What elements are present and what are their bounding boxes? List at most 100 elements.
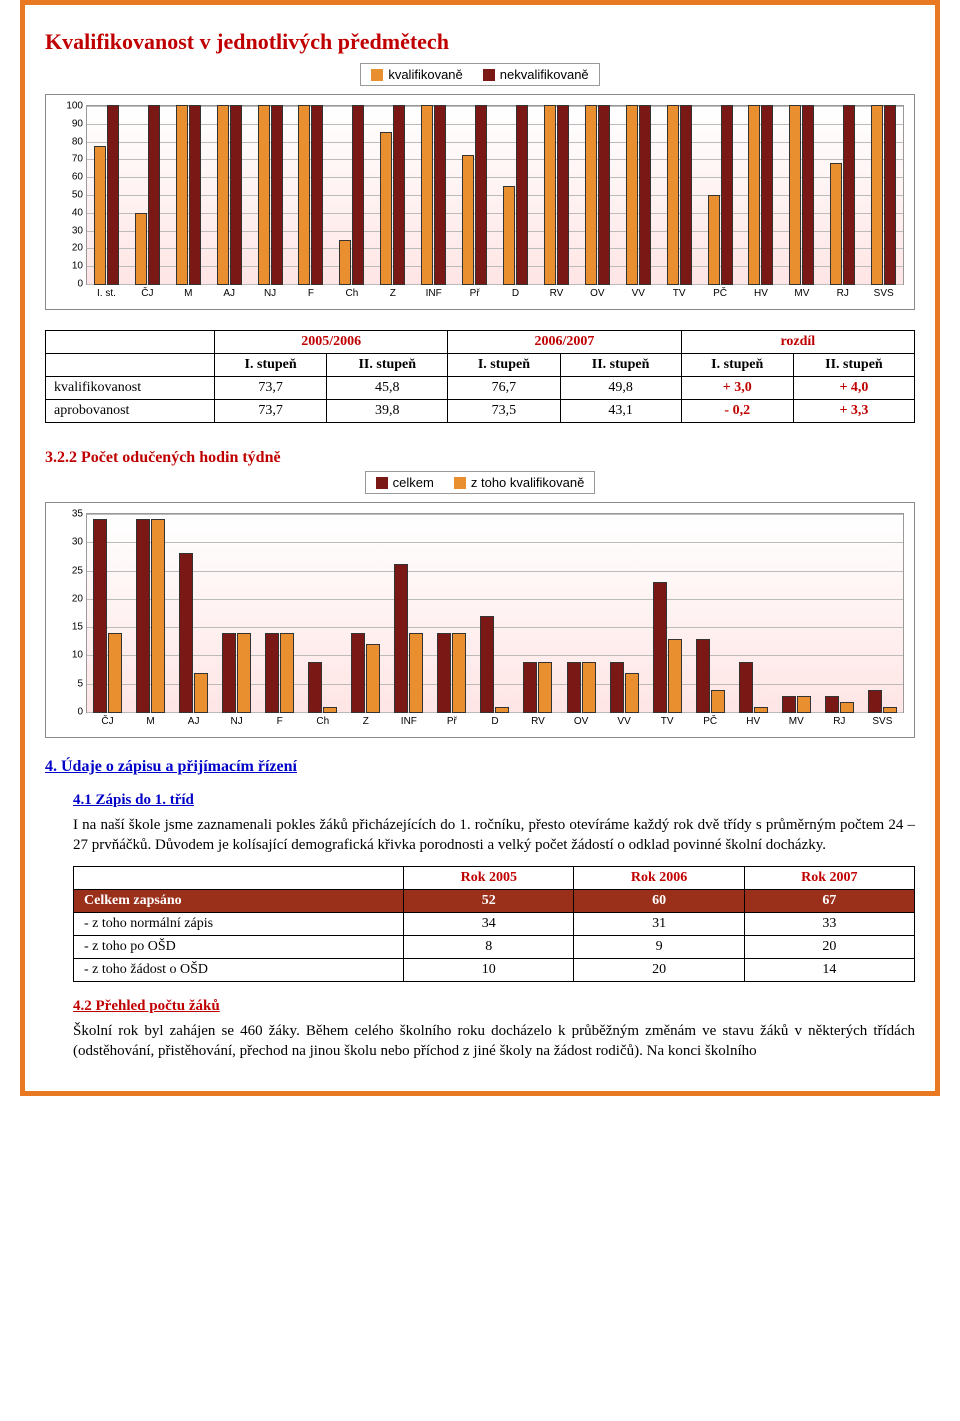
x-tick-label: SVS bbox=[861, 713, 904, 733]
bar-group bbox=[86, 513, 129, 713]
chart2-container: 05101520253035 ČJMAJNJFChZINFPřDRVOVVVTV… bbox=[45, 502, 915, 738]
x-tick-label: RV bbox=[536, 285, 577, 305]
bar bbox=[280, 633, 294, 713]
bar bbox=[653, 582, 667, 713]
table-row: aprobovanost73,739,873,543,1- 0,2+ 3,3 bbox=[46, 400, 915, 423]
bar-group bbox=[863, 105, 904, 285]
table-row: - z toho normální zápis343133 bbox=[74, 912, 915, 935]
x-tick-label: I. st. bbox=[86, 285, 127, 305]
cell-header: rozdíl bbox=[681, 331, 914, 354]
cell-value: 45,8 bbox=[327, 377, 448, 400]
bar-group bbox=[209, 105, 250, 285]
bar-group bbox=[646, 513, 689, 713]
bar bbox=[107, 105, 119, 285]
bar-group bbox=[577, 105, 618, 285]
cell-value: + 3,3 bbox=[793, 400, 914, 423]
bar bbox=[421, 105, 433, 285]
section4-heading: 4. Údaje o zápisu a přijímacím řízení bbox=[45, 758, 915, 776]
bar-group bbox=[741, 105, 782, 285]
cell-value: 52 bbox=[404, 889, 574, 912]
bar-group bbox=[172, 513, 215, 713]
bar bbox=[308, 662, 322, 713]
cell-value: 31 bbox=[574, 912, 744, 935]
y-tick-label: 0 bbox=[57, 707, 83, 718]
bar bbox=[625, 673, 639, 713]
cell-value: 34 bbox=[404, 912, 574, 935]
chart1-title: Kvalifikovanost v jednotlivých předmětec… bbox=[45, 29, 915, 55]
x-tick-label: SVS bbox=[863, 285, 904, 305]
bar-group bbox=[86, 105, 127, 285]
bar-group bbox=[215, 513, 258, 713]
cell-value: 20 bbox=[744, 935, 914, 958]
section4-2-heading: 4.2 Přehled počtu žáků bbox=[73, 998, 915, 1015]
y-tick-label: 10 bbox=[57, 261, 83, 272]
x-tick-label: MV bbox=[775, 713, 818, 733]
bar bbox=[610, 662, 624, 713]
legend-label: kvalifikovaně bbox=[388, 67, 462, 82]
bar bbox=[179, 553, 193, 713]
bar-group bbox=[129, 513, 172, 713]
bar bbox=[176, 105, 188, 285]
bar bbox=[230, 105, 242, 285]
bar bbox=[516, 105, 528, 285]
cell-value: 67 bbox=[744, 889, 914, 912]
cell-header: II. stupeň bbox=[327, 354, 448, 377]
bar-group bbox=[495, 105, 536, 285]
y-tick-label: 5 bbox=[57, 678, 83, 689]
cell-header: I. stupeň bbox=[681, 354, 793, 377]
swatch-kvalif bbox=[371, 69, 383, 81]
bar bbox=[797, 696, 811, 713]
cell-value: 8 bbox=[404, 935, 574, 958]
bar bbox=[557, 105, 569, 285]
legend-item: celkem bbox=[376, 475, 434, 490]
y-tick-label: 25 bbox=[57, 565, 83, 576]
bar bbox=[680, 105, 692, 285]
chart1-legend: kvalifikovaně nekvalifikovaně bbox=[360, 63, 599, 86]
bar-group bbox=[618, 105, 659, 285]
x-tick-label: RJ bbox=[822, 285, 863, 305]
x-tick-label: PČ bbox=[700, 285, 741, 305]
bar bbox=[871, 105, 883, 285]
bar bbox=[789, 105, 801, 285]
bar bbox=[258, 105, 270, 285]
bar-group bbox=[861, 513, 904, 713]
cell-blank bbox=[46, 331, 215, 354]
chart1-bars bbox=[86, 105, 904, 285]
bar bbox=[366, 644, 380, 713]
bar-group bbox=[258, 513, 301, 713]
cell-value: 43,1 bbox=[560, 400, 681, 423]
bar bbox=[151, 519, 165, 713]
cell-header: Rok 2005 bbox=[404, 866, 574, 889]
bar bbox=[237, 633, 251, 713]
bar-group bbox=[536, 105, 577, 285]
bar-group bbox=[473, 513, 516, 713]
bar-group bbox=[700, 105, 741, 285]
bar bbox=[696, 639, 710, 713]
table-row: - z toho po OŠD8920 bbox=[74, 935, 915, 958]
x-tick-label: Př bbox=[430, 713, 473, 733]
chart2-title: 3.2.2 Počet odučených hodin týdně bbox=[45, 449, 915, 467]
cell-header: Rok 2007 bbox=[744, 866, 914, 889]
cell-value: 76,7 bbox=[448, 377, 560, 400]
bar-group bbox=[168, 105, 209, 285]
x-tick-label: M bbox=[168, 285, 209, 305]
swatch-kvalif2 bbox=[454, 477, 466, 489]
bar bbox=[598, 105, 610, 285]
x-tick-label: Ch bbox=[331, 285, 372, 305]
bar bbox=[626, 105, 638, 285]
cell-label: - z toho po OŠD bbox=[74, 935, 404, 958]
table-row: Rok 2005 Rok 2006 Rok 2007 bbox=[74, 866, 915, 889]
legend-label: nekvalifikovaně bbox=[500, 67, 589, 82]
table-row: I. stupeň II. stupeň I. stupeň II. stupe… bbox=[46, 354, 915, 377]
x-tick-label: PČ bbox=[689, 713, 732, 733]
bar-group bbox=[732, 513, 775, 713]
x-tick-label: OV bbox=[560, 713, 603, 733]
bar bbox=[667, 105, 679, 285]
bar bbox=[544, 105, 556, 285]
bar bbox=[480, 616, 494, 713]
table-row: Celkem zapsáno526067 bbox=[74, 889, 915, 912]
table-kvalifikovanost: 2005/2006 2006/2007 rozdíl I. stupeň II.… bbox=[45, 330, 915, 423]
bar bbox=[194, 673, 208, 713]
x-tick-label: M bbox=[129, 713, 172, 733]
bar bbox=[222, 633, 236, 713]
